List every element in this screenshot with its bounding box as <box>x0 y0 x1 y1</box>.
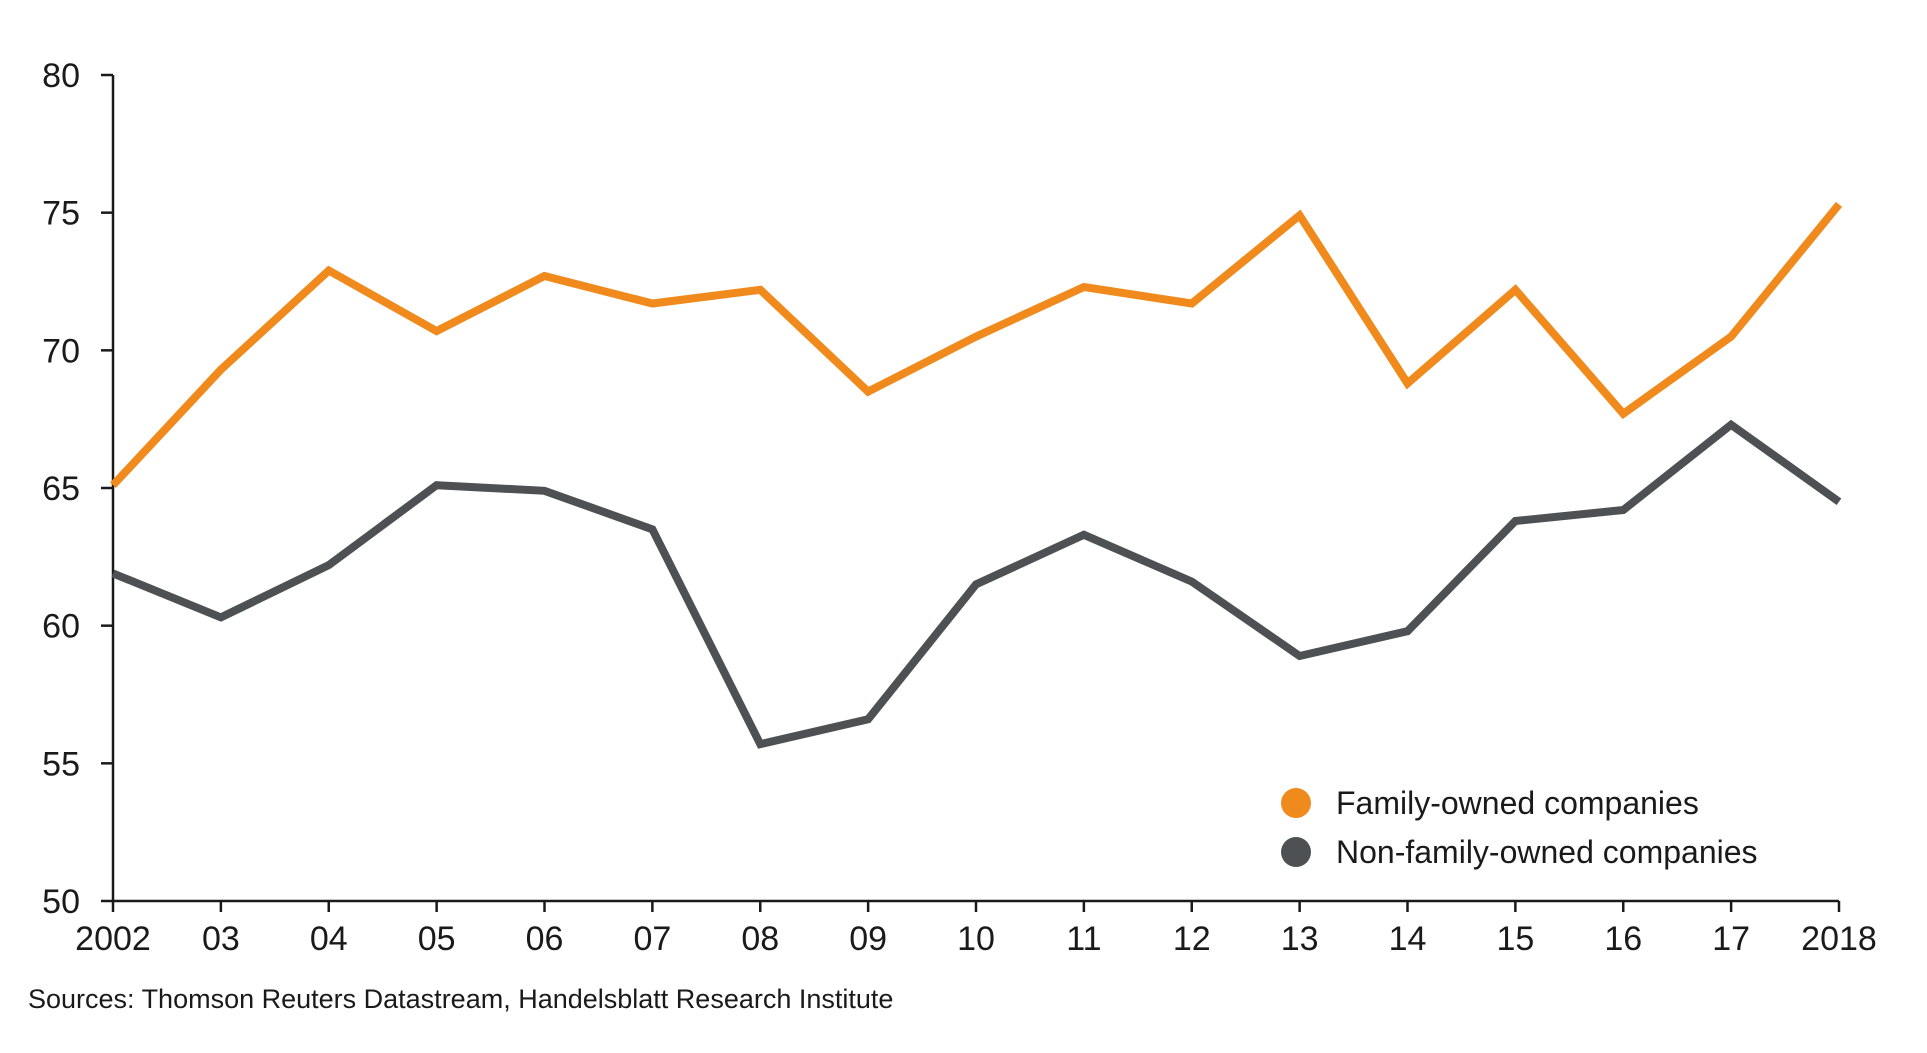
legend: Family-owned companies Non-family-owned c… <box>1281 785 1758 870</box>
series-1-point <box>1080 531 1088 539</box>
series-0-point <box>1296 211 1304 219</box>
series-1-point <box>325 561 333 569</box>
x-tick-label: 09 <box>849 920 887 958</box>
y-tick-label: 75 <box>42 195 80 233</box>
series-1-point <box>864 715 872 723</box>
x-tick-label: 14 <box>1389 920 1427 958</box>
series-1-point <box>1188 578 1196 586</box>
series-1-point <box>972 580 980 588</box>
series-0-point <box>1404 379 1412 387</box>
source-note: Sources: Thomson Reuters Datastream, Han… <box>28 984 894 1014</box>
series-1-point <box>1404 627 1412 635</box>
y-tick-label: 70 <box>42 332 80 370</box>
x-tick-label: 15 <box>1496 920 1534 958</box>
series-line-0 <box>110 201 1843 488</box>
x-tick-label: 12 <box>1173 920 1211 958</box>
series-0-point <box>864 388 872 396</box>
series-1-point <box>1296 652 1304 660</box>
legend-swatch <box>1281 788 1311 818</box>
series-1-point <box>109 569 117 577</box>
series-0-point <box>1188 300 1196 308</box>
x-tick-label: 13 <box>1281 920 1319 958</box>
x-tick-label: 11 <box>1066 920 1101 958</box>
series-0-point <box>1080 283 1088 291</box>
legend-label: Non-family-owned companies <box>1336 834 1758 870</box>
x-axis: 2002 03 04 05 06 07 08 09 10 11 12 13 14 15 16 17 2018 <box>75 899 1877 958</box>
x-tick-label: 16 <box>1604 920 1642 958</box>
x-tick-label: 04 <box>310 920 348 958</box>
series-0-point <box>1727 333 1735 341</box>
series-1-point <box>1511 517 1519 525</box>
x-tick-label: 17 <box>1712 920 1750 958</box>
series-0-point <box>217 366 225 374</box>
series-0-point <box>109 481 117 489</box>
series-1-point <box>756 740 764 748</box>
series-lines <box>109 200 1843 749</box>
x-tick-label: 2002 <box>75 920 151 958</box>
legend-swatch <box>1281 837 1311 867</box>
series-0-point <box>1619 410 1627 418</box>
x-tick-label: 2018 <box>1801 920 1877 958</box>
x-tick-label: 06 <box>526 920 564 958</box>
series-0-point <box>972 333 980 341</box>
x-tick-label: 10 <box>957 920 995 958</box>
series-1-point <box>217 613 225 621</box>
series-1-point <box>541 487 549 495</box>
y-tick-label: 60 <box>42 608 80 646</box>
series-line-1 <box>111 419 1842 749</box>
x-tick-label: 07 <box>633 920 671 958</box>
series-0-point <box>541 272 549 280</box>
x-tick-label: 08 <box>741 920 779 958</box>
series-0-point <box>756 286 764 294</box>
legend-label: Family-owned companies <box>1336 785 1699 821</box>
series-0-point <box>433 327 441 335</box>
series-0-point <box>1511 286 1519 294</box>
series-1-point <box>1619 506 1627 514</box>
y-tick-label: 55 <box>42 745 80 783</box>
x-tick-label: 03 <box>202 920 240 958</box>
series-1-point <box>1835 498 1843 506</box>
series-1-point <box>1727 421 1735 429</box>
x-tick-label: 05 <box>418 920 456 958</box>
y-tick-label: 50 <box>42 883 80 921</box>
y-tick-label: 80 <box>42 57 80 95</box>
series-0-point <box>1835 200 1843 208</box>
y-axis: 50 55 60 65 70 75 80 <box>42 57 115 921</box>
series-0-point <box>325 266 333 274</box>
y-tick-label: 65 <box>42 470 80 508</box>
series-0-point <box>648 300 656 308</box>
series-1-point <box>433 481 441 489</box>
series-1-point <box>648 525 656 533</box>
